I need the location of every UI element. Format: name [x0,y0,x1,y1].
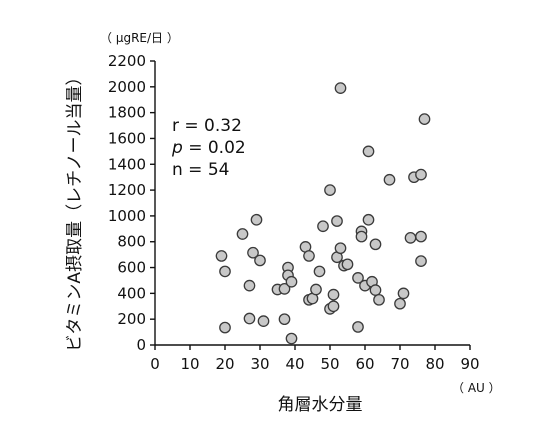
y-axis-title: ビタミンA摂取量（レチノール当量） [65,68,85,351]
y-tick-label: 1400 [108,155,146,173]
data-point [355,230,368,243]
data-point [352,272,364,284]
data-point [250,213,263,226]
x-axis-unit: （ AU ） [452,381,501,395]
data-point [219,265,231,278]
p-value-text: = 0.02 [183,138,246,158]
data-point [394,297,406,310]
y-tick-label: 1000 [108,207,146,225]
y-axis-unit: （ µgRE/日 ） [100,31,179,45]
data-point [415,230,427,243]
data-points [215,82,431,345]
x-tick-label: 80 [425,355,444,373]
data-point [285,332,298,345]
data-point [317,220,329,233]
data-point [362,213,375,226]
data-point [334,242,347,255]
x-axis-title: 角層水分量 [278,395,363,415]
x-axis-ticks: 0 10 20 30 40 50 60 70 80 90 [150,345,480,373]
data-point [257,315,270,327]
data-point [415,255,427,267]
sample-size-annotation: n = 54 [172,160,229,180]
p-symbol: p [171,138,183,158]
data-point [243,312,256,325]
data-point [324,184,336,196]
y-tick-label: 1800 [108,104,146,122]
correlation-annotation: r = 0.32 [172,116,242,136]
data-point [303,250,315,262]
y-tick-label: 400 [117,284,146,302]
y-axis-ticks: 0 200 400 600 800 1000 1200 1400 1600 1800 2000 220… [108,52,155,354]
data-point [373,293,385,306]
y-tick-label: 1200 [108,181,146,199]
x-tick-label: 50 [320,355,339,373]
data-point [215,250,228,262]
data-point [310,283,322,296]
data-point [285,275,298,288]
y-tick-label: 2000 [108,78,146,96]
data-point [418,113,431,125]
y-tick-label: 1600 [108,129,146,147]
data-point [278,313,291,326]
data-point [397,287,410,300]
p-value-annotation: p = 0.02 [171,138,246,158]
y-tick-label: 200 [117,310,146,328]
data-point [254,254,266,267]
data-point [415,168,427,181]
data-point [352,321,364,333]
x-tick-label: 60 [355,355,374,373]
data-point [247,246,259,259]
data-point [404,232,417,244]
data-point [219,321,231,334]
x-tick-label: 10 [180,355,199,373]
data-point [236,228,249,240]
x-tick-label: 40 [285,355,304,373]
data-point [383,173,396,186]
data-point [278,282,291,295]
y-tick-label: 600 [117,259,146,277]
data-point [341,258,354,271]
data-point [331,215,343,227]
data-point [243,279,256,292]
y-tick-label: 0 [136,336,146,354]
x-tick-label: 30 [250,355,269,373]
data-point [369,284,382,296]
x-tick-label: 0 [150,355,160,373]
data-point [327,300,340,313]
x-tick-label: 70 [390,355,409,373]
data-point [369,238,382,251]
x-tick-label: 20 [215,355,234,373]
data-point [313,265,326,278]
data-point [362,145,375,158]
data-point [334,82,347,94]
data-point [327,288,340,301]
x-tick-label: 90 [460,355,479,373]
y-tick-label: 800 [117,233,146,251]
y-tick-label: 2200 [108,52,146,70]
